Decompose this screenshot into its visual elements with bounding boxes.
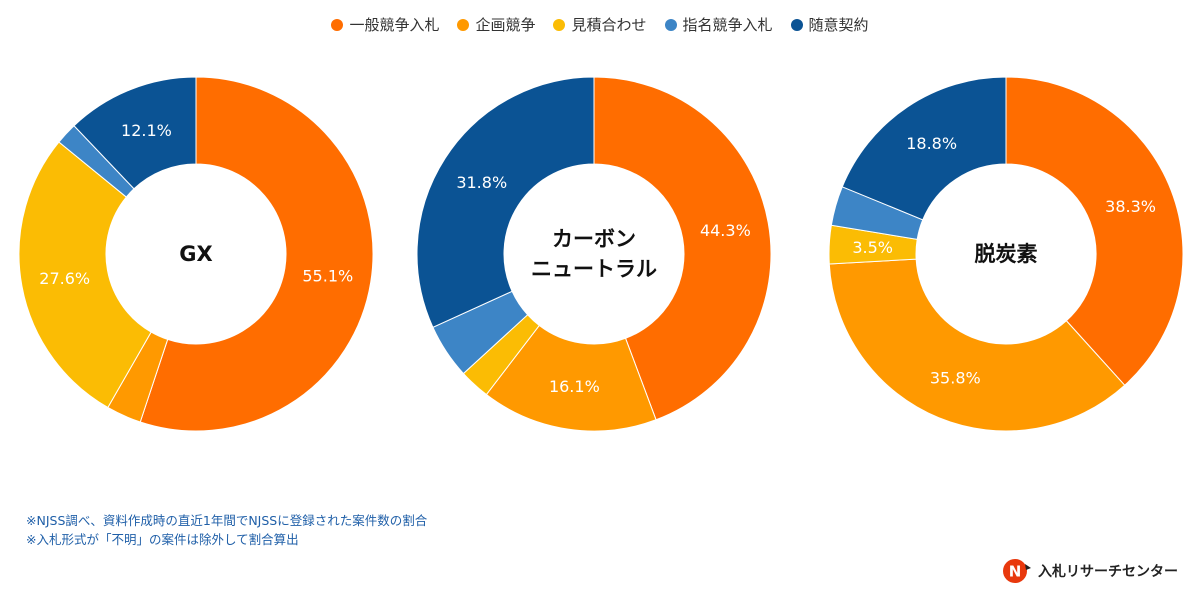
- slice-data-label: 38.3%: [1105, 197, 1156, 216]
- legend-label: 見積合わせ: [571, 16, 647, 34]
- legend-swatch: [457, 18, 470, 31]
- slice-data-label: 55.1%: [302, 266, 353, 285]
- brand-logo: N 入札リサーチセンター: [1002, 558, 1178, 584]
- brand-name: 入札リサーチセンター: [1038, 564, 1178, 580]
- donut-slice: [73, 76, 197, 190]
- legend-label: 指名競争入札: [682, 16, 773, 34]
- brand-mark-icon: N: [1002, 558, 1032, 584]
- donut-chart-1: 55.1% 27.6% 12.1% GX: [18, 76, 374, 432]
- legend-swatch: [664, 18, 677, 31]
- legend-item: 一般競争入札: [331, 14, 439, 35]
- slice-data-label: 12.1%: [121, 121, 172, 140]
- donut-chart-3: 38.3% 35.8% 3.5% 18.8% 脱炭素: [828, 76, 1184, 432]
- legend-item: 随意契約: [790, 14, 869, 35]
- slice-data-label: 3.5%: [852, 238, 893, 257]
- footnote-exclusion: ※入札形式が「不明」の案件は除外して割合算出: [26, 532, 299, 547]
- donut-slice: [828, 258, 1126, 432]
- donut-center-label: カーボン: [552, 227, 636, 251]
- donut-slice: [1005, 76, 1184, 386]
- brand-mark-letter: N: [1009, 563, 1022, 581]
- donut-slice: [841, 76, 1007, 221]
- chart-legend: 一般競争入札 企画競争 見積合わせ 指名競争入札 随意契約: [0, 14, 1200, 35]
- donut-slice: [18, 141, 152, 409]
- legend-label: 企画競争: [475, 16, 536, 34]
- donut-slice: [139, 76, 374, 432]
- legend-swatch: [553, 18, 566, 31]
- footnote-source: ※NJSS調べ、資料作成時の直近1年間でNJSSに登録された案件数の割合: [26, 513, 428, 528]
- slice-data-label: 31.8%: [456, 173, 507, 192]
- slice-data-label: 35.8%: [930, 368, 981, 387]
- legend-label: 随意契約: [808, 16, 869, 34]
- donut-slice: [416, 76, 595, 329]
- legend-item: 見積合わせ: [553, 14, 647, 35]
- footnotes: ※NJSS調べ、資料作成時の直近1年間でNJSSに登録された案件数の割合 ※入札…: [26, 511, 427, 549]
- legend-label: 一般競争入札: [349, 16, 440, 34]
- slice-data-label: 27.6%: [39, 269, 90, 288]
- legend-item: 企画競争: [457, 14, 535, 35]
- legend-swatch: [331, 18, 344, 31]
- legend-item: 指名競争入札: [664, 14, 773, 35]
- donut-center-label: ニュートラル: [531, 257, 657, 281]
- donut-center-label: 脱炭素: [975, 242, 1038, 266]
- donut-center-label: GX: [179, 242, 212, 266]
- donut-slice: [485, 324, 657, 432]
- slice-data-label: 16.1%: [549, 377, 600, 396]
- slice-data-label: 18.8%: [906, 134, 957, 153]
- legend-swatch: [790, 18, 803, 31]
- donut-slice: [593, 76, 772, 421]
- slice-data-label: 44.3%: [700, 221, 751, 240]
